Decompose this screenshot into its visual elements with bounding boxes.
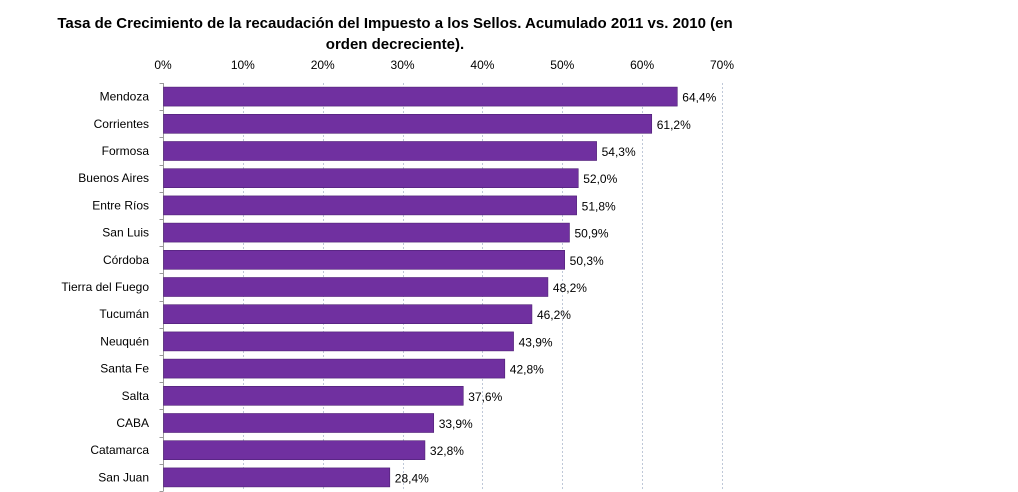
data-labels: 64,4% 61,2% 54,3% 52,0% 51,8% 50,9% 50,3% 48,2%…: [395, 91, 717, 486]
category-label: San Juan: [98, 470, 149, 484]
category-label: Entre Ríos: [92, 198, 149, 212]
data-label: 46,2%: [537, 308, 571, 322]
data-label: 61,2%: [657, 118, 691, 132]
bar: [163, 141, 597, 161]
category-label: Catamarca: [90, 443, 149, 457]
bars: [163, 86, 678, 488]
category-label: Mendoza: [100, 90, 150, 104]
x-axis-ticks: 0% 10% 20% 30% 40% 50% 60% 70%: [154, 58, 734, 72]
bar: [163, 385, 464, 406]
category-label: Santa Fe: [100, 362, 149, 376]
bar: [163, 250, 565, 270]
bar: [163, 440, 426, 461]
x-tick-label: 40%: [470, 58, 494, 72]
x-tick-label: 50%: [550, 58, 574, 72]
category-axis: [159, 83, 164, 492]
category-label: San Luis: [102, 226, 149, 240]
data-label: 33,9%: [439, 417, 473, 431]
chart-title-line: Tasa de Crecimiento de la recaudación de…: [57, 15, 732, 32]
chart-title: Tasa de Crecimiento de la recaudación de…: [57, 15, 732, 53]
category-label: CABA: [116, 416, 149, 430]
category-label: Formosa: [102, 144, 150, 158]
bar: [163, 168, 579, 188]
category-label: Córdoba: [103, 253, 149, 267]
data-label: 64,4%: [682, 91, 716, 105]
bar: [163, 331, 514, 352]
bar: [163, 467, 391, 488]
x-tick-label: 0%: [154, 58, 172, 72]
x-tick-label: 20%: [311, 58, 335, 72]
x-tick-label: 10%: [231, 58, 255, 72]
bar: [163, 277, 549, 297]
data-label: 50,3%: [570, 254, 604, 268]
data-label: 42,8%: [510, 363, 544, 377]
data-label: 37,6%: [468, 390, 502, 404]
chart-title-line: orden decreciente).: [326, 36, 464, 53]
category-label: Tucumán: [99, 307, 149, 321]
category-label: Corrientes: [94, 117, 149, 131]
data-label: 32,8%: [430, 444, 464, 458]
data-label: 43,9%: [519, 335, 553, 349]
data-label: 28,4%: [395, 471, 429, 485]
x-tick-label: 70%: [710, 58, 734, 72]
bar: [163, 413, 435, 433]
bar: [163, 86, 678, 107]
data-label: 50,9%: [574, 227, 608, 241]
bar: [163, 114, 653, 134]
bar: [163, 222, 570, 243]
data-label: 51,8%: [582, 199, 616, 213]
x-tick-label: 30%: [391, 58, 415, 72]
category-label: Buenos Aires: [78, 171, 149, 185]
category-label: Salta: [122, 389, 150, 403]
bar: [163, 358, 506, 379]
bar: [163, 195, 577, 216]
category-label: Neuquén: [100, 334, 149, 348]
data-label: 48,2%: [553, 281, 587, 295]
category-labels: Mendoza Corrientes Formosa Buenos Aires Entr…: [61, 90, 149, 485]
data-label: 54,3%: [602, 145, 636, 159]
data-label: 52,0%: [583, 172, 617, 186]
x-tick-label: 60%: [630, 58, 654, 72]
bar: [163, 304, 533, 325]
category-label: Tierra del Fuego: [61, 280, 149, 294]
